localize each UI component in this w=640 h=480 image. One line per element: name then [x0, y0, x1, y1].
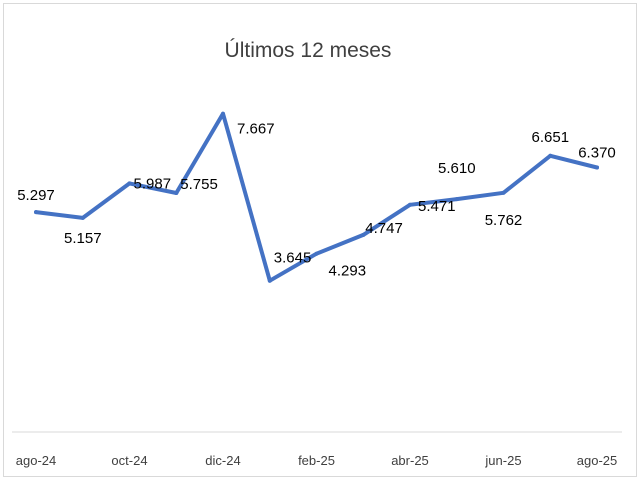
series-layer	[34, 111, 599, 283]
chart-border	[3, 3, 637, 477]
data-labels: 5.297 5.157 5.987 5.755 7.667 3.645 4.293 4.747…	[17, 121, 616, 280]
data-label: 4.293	[329, 263, 367, 280]
chart-title: Últimos 12 meses	[225, 39, 392, 62]
data-label: 5.987	[134, 175, 172, 192]
data-point	[267, 278, 272, 283]
data-point	[80, 215, 85, 220]
x-tick-label: oct-24	[111, 453, 147, 468]
data-point	[501, 190, 506, 195]
data-point	[221, 111, 225, 116]
data-label: 5.157	[64, 230, 102, 247]
data-label: 7.667	[237, 121, 275, 138]
data-label: 3.645	[274, 250, 312, 267]
data-point	[595, 165, 599, 170]
x-tick-label: ago-25	[577, 453, 617, 468]
data-point	[548, 153, 553, 158]
data-point	[127, 181, 132, 186]
x-tick-label: jun-25	[484, 453, 521, 468]
data-label: 5.762	[485, 212, 523, 229]
x-tick-labels: ago-24 oct-24 dic-24 feb-25 abr-25 jun-25 ago-…	[16, 453, 617, 468]
data-label: 4.747	[365, 220, 403, 237]
data-label: 6.370	[578, 145, 616, 162]
data-point	[34, 210, 38, 215]
data-point	[408, 202, 412, 207]
data-label: 5.755	[180, 176, 218, 193]
data-point	[454, 197, 459, 202]
data-point	[361, 232, 366, 237]
data-label: 5.471	[418, 198, 456, 215]
x-tick-label: ago-24	[16, 453, 56, 468]
data-label: 5.610	[438, 160, 476, 177]
x-tick-label: dic-24	[205, 453, 240, 468]
data-label: 5.297	[17, 187, 55, 204]
data-point	[174, 191, 179, 195]
x-tick-label: abr-25	[391, 453, 429, 468]
x-tick-label: feb-25	[298, 453, 335, 468]
data-point	[314, 251, 319, 256]
data-label: 6.651	[532, 129, 570, 146]
